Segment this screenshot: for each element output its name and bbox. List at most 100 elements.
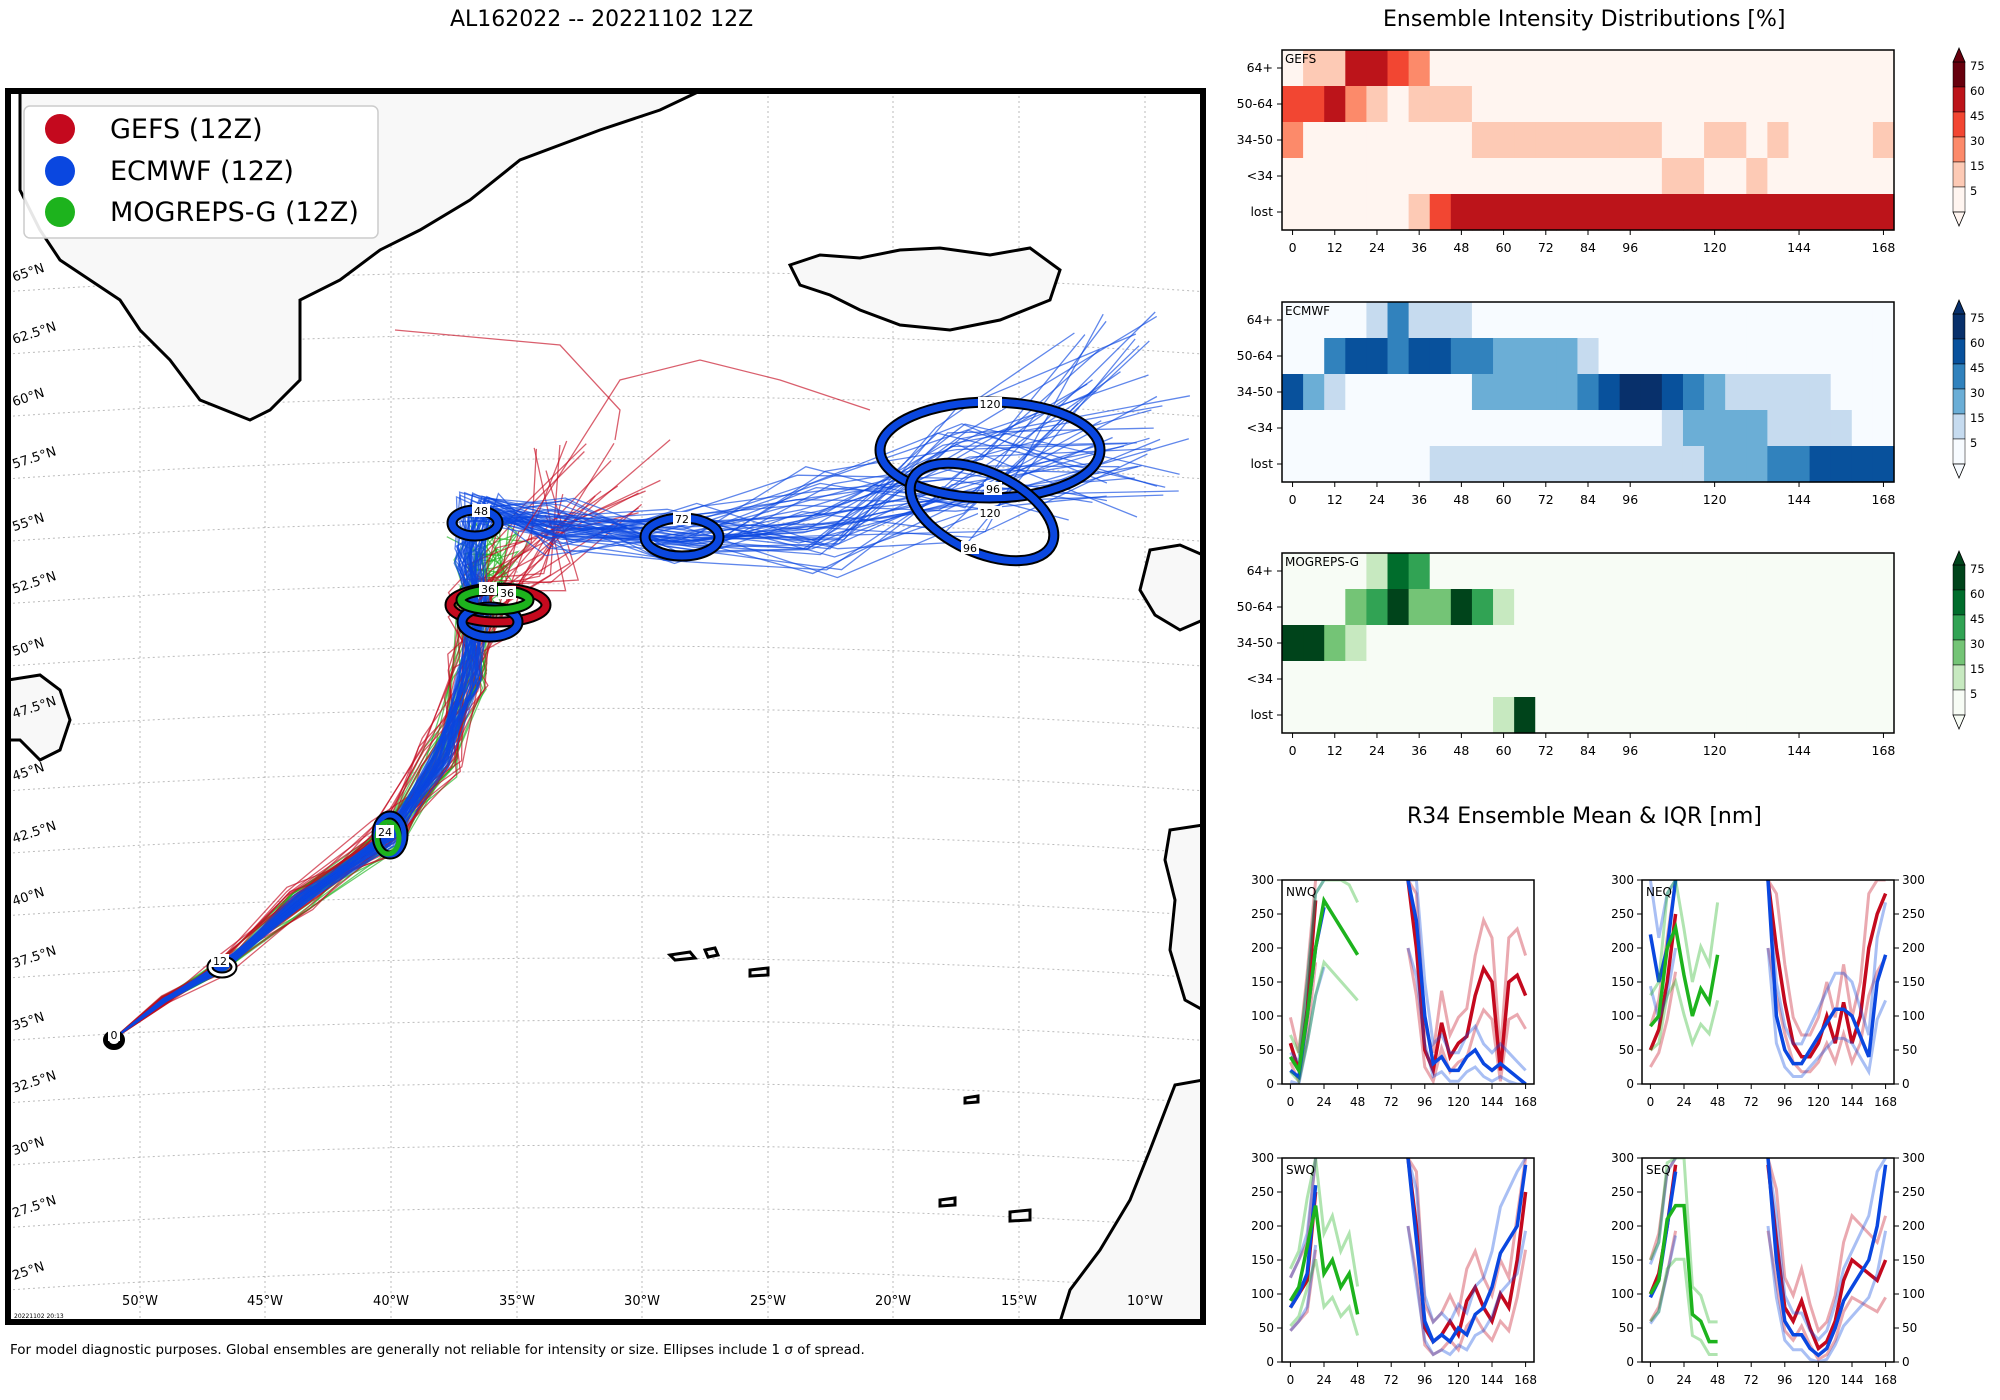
heatmap-cell <box>1366 50 1389 87</box>
r34-iqr-line <box>1289 959 1359 1084</box>
heatmap-cell <box>1303 410 1325 447</box>
heatmap-cell <box>1556 661 1579 698</box>
colorbar-label: 45 <box>1970 612 1985 626</box>
heatmap-cell <box>1725 374 1747 411</box>
heatmap-cell <box>1387 374 1410 411</box>
heatmap-cell <box>1366 446 1389 483</box>
heatmap-cell <box>1809 697 1832 734</box>
r34-x-label: 144 <box>1841 1095 1864 1109</box>
heatmap-cell <box>1619 122 1642 159</box>
heatmap-cell <box>1493 302 1515 339</box>
heatmap-cell <box>1303 122 1325 159</box>
r34-y-label: 50 <box>1619 1321 1634 1335</box>
heatmap-cell <box>1387 302 1410 339</box>
heatmap-cell <box>1577 122 1600 159</box>
heatmap-cell <box>1577 410 1600 447</box>
colorbar-extend <box>1952 211 1966 228</box>
heatmap-cell <box>1345 697 1368 734</box>
heatmap-y-label: 34-50 <box>1237 384 1273 399</box>
r34-iqr-line <box>1649 1230 1887 1362</box>
heatmap-cell <box>1514 194 1536 231</box>
heatmap-cell <box>1556 446 1579 483</box>
heatmap-cell <box>1788 553 1811 590</box>
colorbar-label: 30 <box>1970 134 1985 148</box>
r34-mean-line <box>1648 1203 1718 1344</box>
heatmap-cell <box>1809 158 1832 195</box>
heatmap-cell <box>1471 86 1494 123</box>
r34-x-label: 120 <box>1447 1373 1470 1387</box>
lon-label: 20°W <box>875 1294 911 1309</box>
colorbar-segment <box>1952 61 1966 88</box>
heatmap-cell <box>1725 302 1747 339</box>
hour-label-36: 36 <box>481 583 495 596</box>
heatmap-cell <box>1788 194 1811 231</box>
heatmap-cell <box>1387 446 1410 483</box>
heatmap-cell <box>1640 158 1663 195</box>
intensity-title: Ensemble Intensity Distributions [%] <box>1383 7 1786 32</box>
heatmap-x-label: 120 <box>1703 743 1727 758</box>
heatmap-cell <box>1619 338 1642 375</box>
heatmap-cell <box>1429 302 1452 339</box>
heatmap-cell <box>1345 122 1368 159</box>
heatmap-cell <box>1493 122 1515 159</box>
heatmap-cell <box>1345 50 1368 87</box>
heatmap-cell <box>1493 158 1515 195</box>
ireland-land <box>1138 543 1203 632</box>
colorbar-segment <box>1952 388 1966 415</box>
heatmap-cell <box>1851 446 1874 483</box>
heatmap-cell <box>1556 589 1579 626</box>
heatmap-cell <box>1788 661 1811 698</box>
heatmap-cell <box>1619 446 1642 483</box>
heatmap-cell <box>1661 158 1684 195</box>
heatmap-cell <box>1450 338 1473 375</box>
heatmap-cell <box>1493 410 1515 447</box>
heatmap-cell <box>1514 158 1536 195</box>
heatmap-cell <box>1535 553 1557 590</box>
r34-x-label: 48 <box>1710 1095 1725 1109</box>
heatmap-cell <box>1661 122 1684 159</box>
heatmap-cell <box>1535 86 1557 123</box>
heatmap-cell <box>1471 50 1494 87</box>
heatmap-cell <box>1556 697 1579 734</box>
heatmap-cell <box>1640 338 1663 375</box>
r34-y-label: 250 <box>1611 1185 1634 1199</box>
heatmap-cell <box>1387 410 1410 447</box>
heatmap-cell <box>1619 158 1642 195</box>
r34-y-label: 50 <box>1902 1321 1917 1335</box>
heatmap-cell <box>1577 194 1600 231</box>
r34-x-label: 144 <box>1841 1373 1864 1387</box>
heatmap-cell <box>1514 446 1536 483</box>
heatmap-cell <box>1303 661 1325 698</box>
heatmap-x-label: 144 <box>1787 492 1811 507</box>
lon-label: 25°W <box>750 1294 786 1309</box>
heatmap-cell <box>1809 50 1832 87</box>
heatmap-cell <box>1682 589 1705 626</box>
colorbar-label: 60 <box>1970 336 1985 350</box>
heatmap-cell <box>1535 446 1557 483</box>
heatmap-cell <box>1366 338 1389 375</box>
heatmap-cell <box>1577 661 1600 698</box>
r34-mean-line <box>1288 1158 1528 1345</box>
r34-y-label: 300 <box>1251 1151 1274 1165</box>
heatmap-cell <box>1556 302 1579 339</box>
heatmap-cell <box>1429 410 1452 447</box>
heatmap-x-label: 36 <box>1411 240 1427 255</box>
heatmap-cell <box>1577 86 1600 123</box>
heatmap-x-label: 48 <box>1453 743 1469 758</box>
heatmap-cell <box>1788 446 1811 483</box>
heatmap-cell <box>1704 122 1726 159</box>
heatmap-cell <box>1303 553 1325 590</box>
heatmap-cell <box>1851 158 1874 195</box>
r34-iqr-line <box>1649 977 1720 1052</box>
heatmap-cell <box>1598 338 1621 375</box>
heatmap-cell <box>1366 553 1389 590</box>
heatmap-cell <box>1324 697 1346 734</box>
heatmap-cell <box>1640 122 1663 159</box>
r34-iqr-line <box>1649 880 1720 997</box>
r34-iqr-line <box>1289 1158 1528 1325</box>
heatmap-y-label: lost <box>1250 204 1273 219</box>
r34-x-label: 24 <box>1676 1373 1691 1387</box>
heatmap-cell <box>1324 86 1346 123</box>
heatmap-cell <box>1577 589 1600 626</box>
r34-y-label: 150 <box>1251 1253 1274 1267</box>
